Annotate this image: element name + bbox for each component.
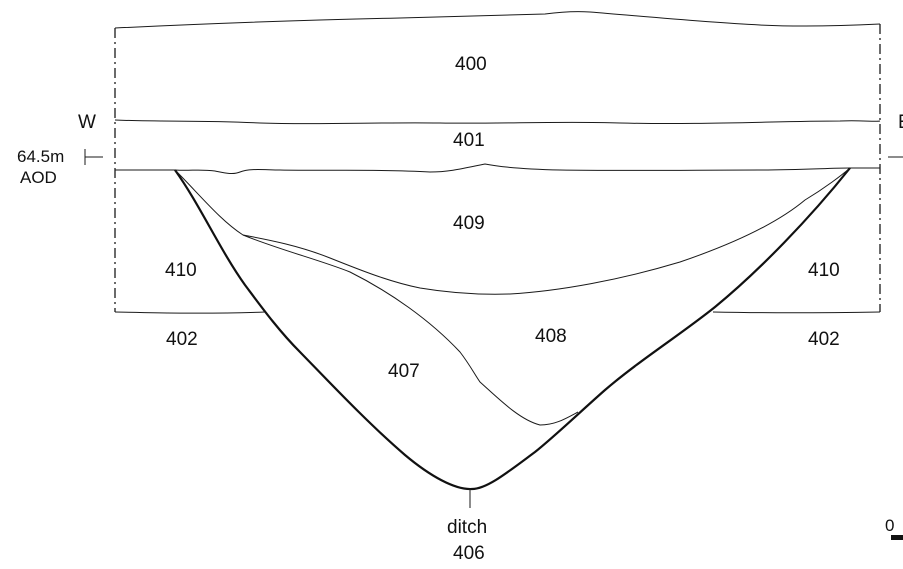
west-label: W	[78, 112, 96, 133]
boundary-407-408	[174, 169, 579, 426]
context-401-label: 401	[453, 130, 485, 151]
ditch-cut-406	[174, 167, 851, 491]
scale-bar-fragment	[891, 535, 903, 540]
datum-unit-label: AOD	[20, 168, 57, 187]
ditch-type-label: ditch	[447, 517, 487, 538]
context-408-label: 408	[535, 326, 567, 347]
context-402-east-label: 402	[808, 329, 840, 350]
context-400-label: 400	[455, 54, 487, 75]
datum-value-label: 64.5m	[17, 147, 64, 166]
boundary-400-401	[114, 119, 881, 125]
natural-402-west-top	[114, 311, 266, 314]
east-label: E	[898, 112, 903, 133]
scale-zero-label: 0	[885, 516, 894, 535]
context-410-east-label: 410	[808, 260, 840, 281]
boundary-401-409	[115, 163, 880, 175]
ground-surface-line	[114, 11, 881, 29]
context-402-west-label: 402	[166, 329, 198, 350]
natural-402-east-top	[712, 311, 881, 314]
context-410-west-label: 410	[165, 260, 197, 281]
ditch-number-label: 406	[453, 543, 485, 564]
context-407-label: 407	[388, 361, 420, 382]
boundary-409-408	[242, 167, 851, 295]
context-409-label: 409	[453, 213, 485, 234]
